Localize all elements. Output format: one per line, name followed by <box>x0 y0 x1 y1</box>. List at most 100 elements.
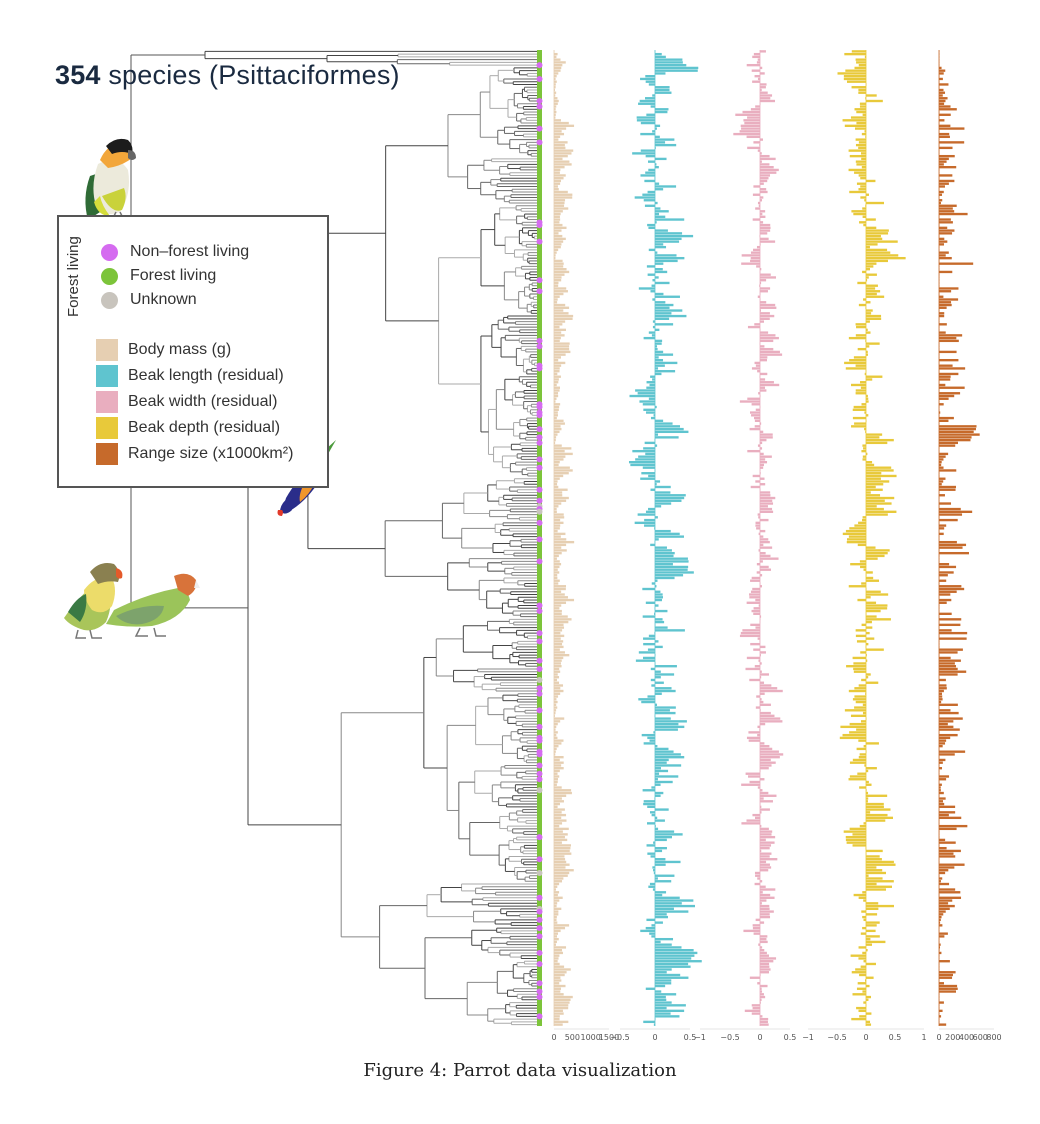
trait-bar <box>554 276 562 279</box>
trait-bar <box>748 731 760 734</box>
trait-bar <box>554 532 566 536</box>
trait-bar <box>554 951 563 955</box>
trait-bar <box>554 72 559 75</box>
trait-bar <box>939 800 943 803</box>
trait-bar <box>655 772 660 775</box>
trait-bar <box>760 196 764 199</box>
trait-bar <box>554 146 566 150</box>
trait-bar <box>655 108 669 111</box>
trait-bar <box>652 94 655 97</box>
trait-bar <box>643 199 655 202</box>
trait-bar <box>760 841 775 844</box>
trait-bar <box>655 846 667 850</box>
trait-bar <box>554 419 564 423</box>
tick-label: 800 <box>986 1033 1001 1042</box>
trait-bar <box>757 149 760 152</box>
trait-bar <box>554 805 558 808</box>
trait-bar <box>554 499 567 502</box>
trait-bar <box>760 940 768 944</box>
trait-bar <box>643 802 655 806</box>
trait-bar <box>554 182 561 185</box>
trait-bar <box>753 185 760 188</box>
trait-bar <box>745 772 760 775</box>
trait-bar <box>655 750 674 753</box>
trait-bar <box>554 447 572 450</box>
trait-bar <box>651 935 655 938</box>
trait-bar <box>554 210 563 213</box>
trait-bar <box>939 444 956 447</box>
trait-bar <box>554 642 563 646</box>
trait-bar <box>939 976 953 979</box>
trait-bar <box>760 998 762 1001</box>
trait-bar <box>655 571 694 574</box>
trait-bar <box>554 571 560 574</box>
trait-bar <box>866 452 868 456</box>
trait-bar <box>554 626 565 629</box>
trait-bar <box>752 587 760 591</box>
trait-bar <box>866 882 877 886</box>
trait-bar <box>655 259 678 263</box>
trait-bar <box>858 146 866 150</box>
trait-bar <box>760 287 771 290</box>
trait-bar <box>554 813 567 817</box>
trait-bar <box>939 469 957 472</box>
trait-bar <box>866 791 869 795</box>
trait-bar <box>939 430 974 434</box>
trait-bar <box>760 800 773 803</box>
trait-bar <box>847 538 866 541</box>
trait-bar <box>866 601 877 604</box>
trait-bar <box>939 695 943 698</box>
trait-bar <box>939 692 942 695</box>
trait-bar <box>758 204 760 207</box>
trait-bar <box>554 563 562 566</box>
trait-bar <box>751 403 760 406</box>
trait-bar <box>939 811 956 814</box>
trait-bar <box>647 695 655 698</box>
trait-bar <box>655 1015 680 1018</box>
trait-bar <box>760 358 767 362</box>
trait-bar <box>939 193 943 196</box>
trait-bar <box>939 767 943 770</box>
trait-bar <box>866 880 894 883</box>
trait-bar <box>554 929 561 933</box>
trait-bar <box>554 488 568 491</box>
trait-bar <box>655 626 668 629</box>
trait-bar <box>859 786 866 789</box>
trait-bar <box>655 1001 672 1004</box>
trait-bar <box>650 667 655 671</box>
non-forest-tip <box>536 62 543 69</box>
trait-bar <box>757 725 760 729</box>
trait-bar <box>554 204 565 207</box>
trait-bar <box>866 251 891 254</box>
trait-bar <box>747 116 760 119</box>
trait-bar <box>760 714 775 718</box>
trait-bar <box>655 618 663 621</box>
trait-bar <box>866 609 881 613</box>
range-size-swatch-icon <box>96 443 118 465</box>
trait-bar <box>760 72 765 75</box>
trait-bar <box>655 314 687 318</box>
trait-bar <box>642 789 655 792</box>
trait-bar <box>860 152 866 155</box>
trait-bar <box>647 648 655 651</box>
trait-bar <box>755 521 760 525</box>
trait-bar <box>939 882 950 886</box>
trait-bar <box>554 477 560 480</box>
trait-bar <box>554 598 575 602</box>
trait-bar <box>856 747 866 751</box>
trait-bar <box>638 287 655 290</box>
trait-bar <box>554 565 560 569</box>
trait-bar <box>755 105 760 108</box>
trait-bar <box>760 893 771 897</box>
tick-label: −1 <box>694 1033 706 1042</box>
trait-bar <box>554 281 559 285</box>
trait-bar <box>866 279 868 282</box>
chart-title: 354 species (Psittaciformes) <box>55 60 400 91</box>
trait-bar <box>554 882 560 886</box>
trait-bar <box>760 212 763 216</box>
trait-bar <box>848 585 866 588</box>
trait-bar <box>554 353 566 356</box>
trait-bar <box>760 94 773 97</box>
trait-bar <box>655 86 670 89</box>
trait-bar <box>554 507 557 511</box>
